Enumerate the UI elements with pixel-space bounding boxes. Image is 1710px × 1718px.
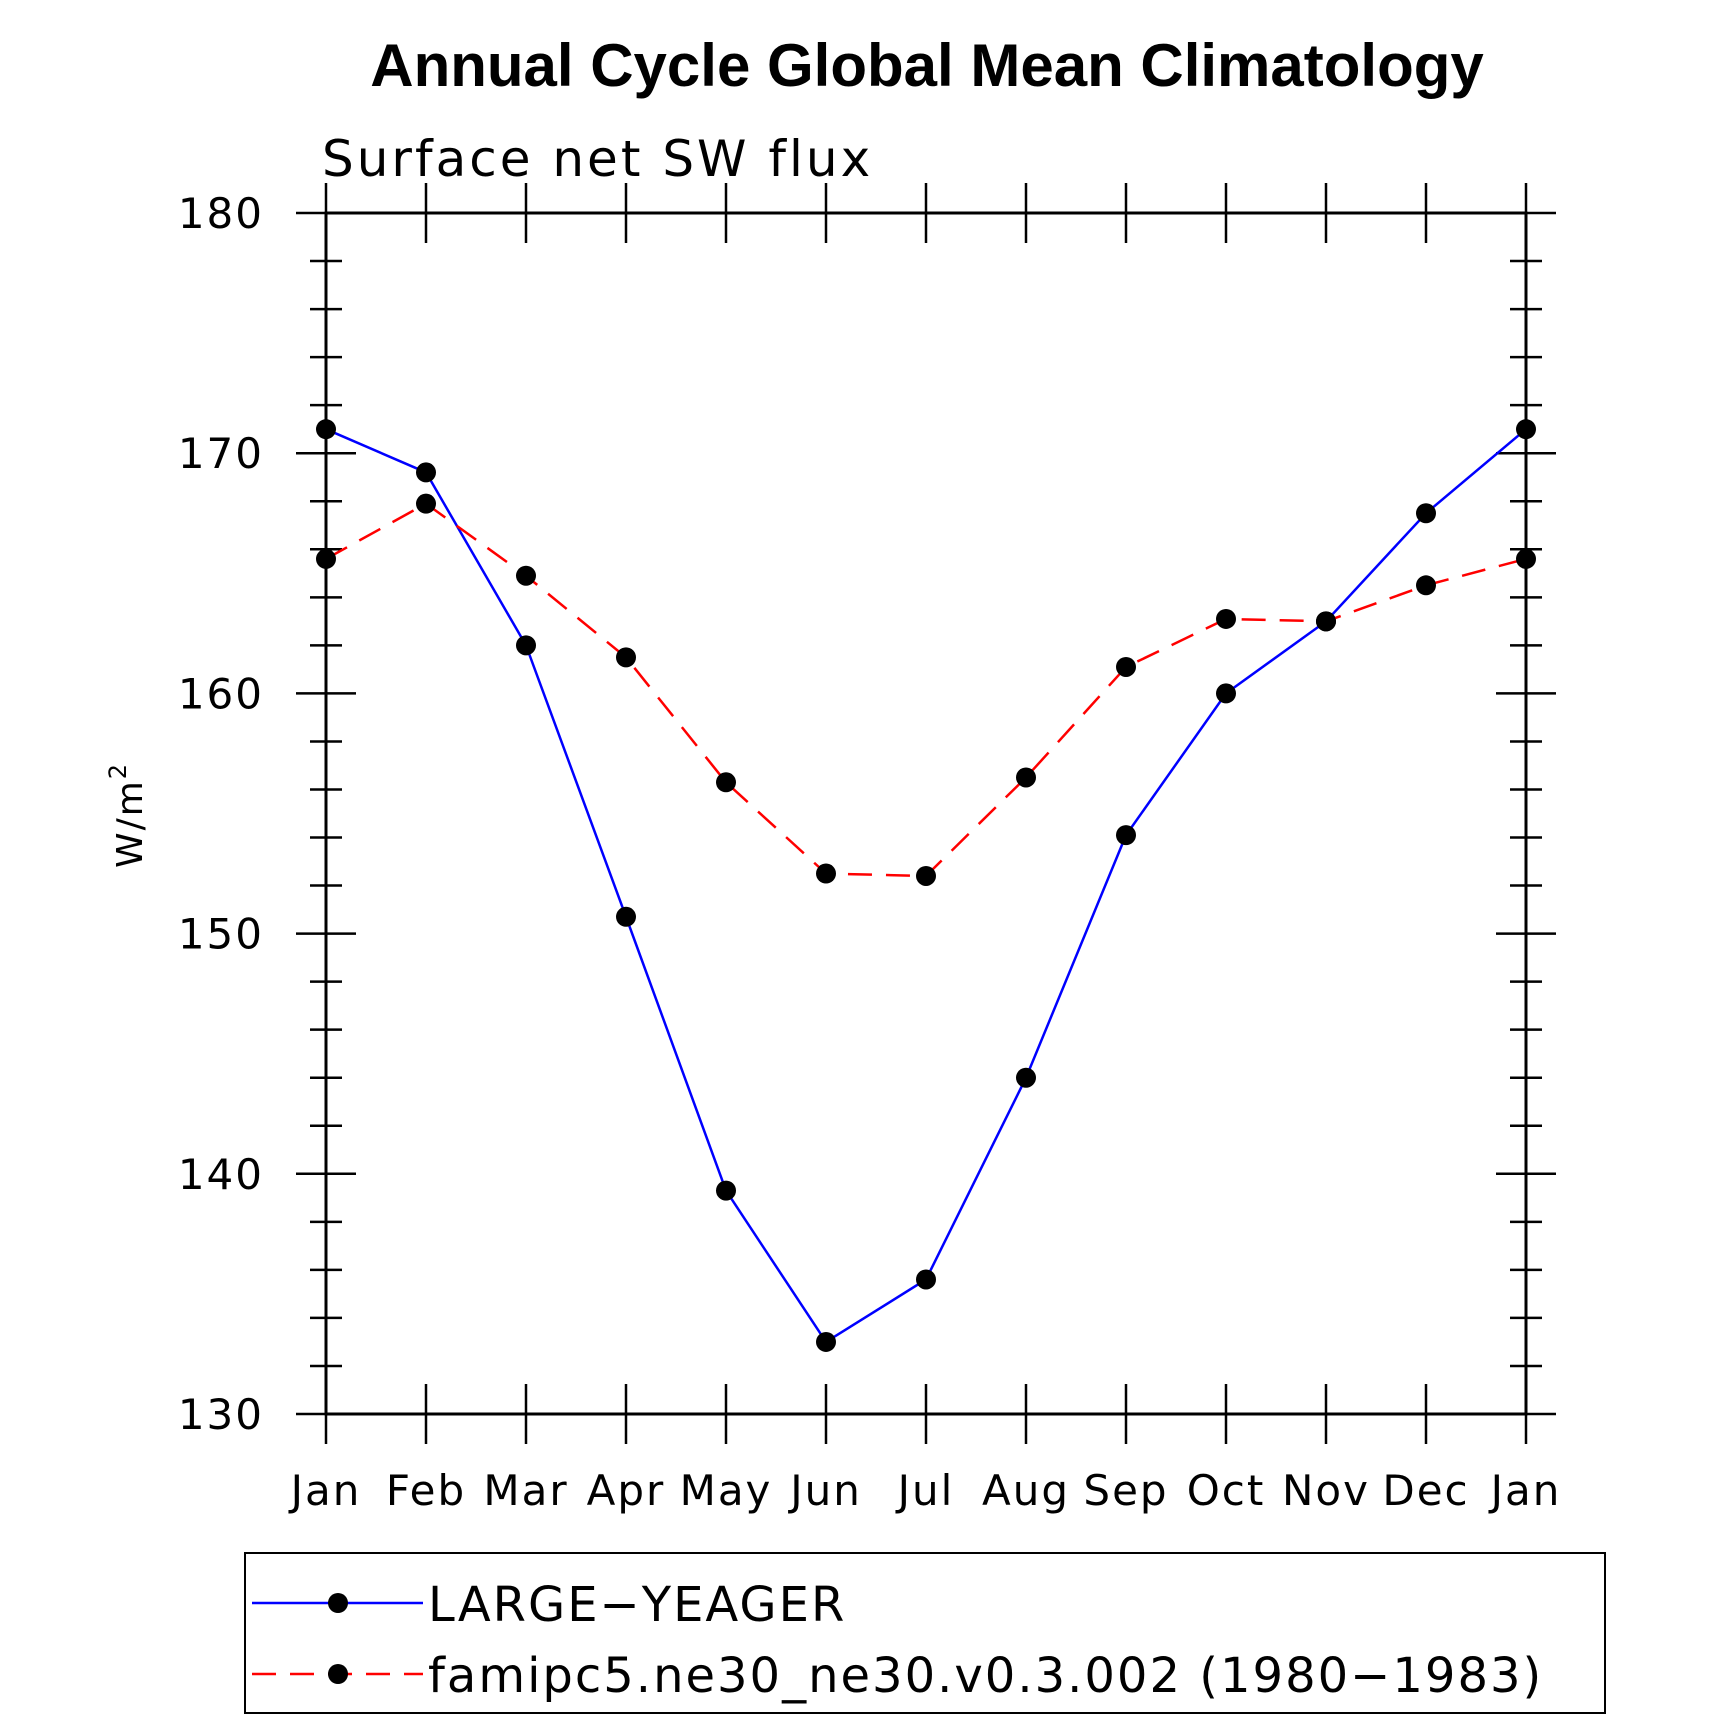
y-tick-label: 180 <box>178 189 264 238</box>
x-tick-label: Oct <box>1187 1466 1266 1515</box>
data-point <box>1116 825 1136 846</box>
x-tick-label: Sep <box>1083 1466 1168 1515</box>
data-point <box>1516 548 1536 569</box>
y-tick-label: 130 <box>178 1390 264 1439</box>
data-point <box>916 865 936 886</box>
data-point <box>1016 1067 1036 1088</box>
series-layer <box>316 419 1536 1352</box>
x-tick-label: May <box>680 1466 773 1515</box>
data-point <box>1016 767 1036 788</box>
data-point <box>1216 608 1236 629</box>
y-tick-labels: 130 140 150 160 170 180 <box>178 189 264 1439</box>
data-point <box>1416 575 1436 596</box>
data-point <box>816 1331 836 1352</box>
data-point <box>1316 611 1336 632</box>
y-tick-label: 170 <box>178 429 264 478</box>
y-tick-label: 160 <box>178 669 264 718</box>
legend-box <box>244 1552 1606 1714</box>
x-tick-label: Jul <box>895 1466 955 1515</box>
data-point <box>816 863 836 884</box>
data-point <box>316 419 336 440</box>
legend-label: famipc5.ne30_ne30.v0.3.002 (1980−1983) <box>428 1648 1543 1704</box>
axis-ticks <box>296 183 1556 1444</box>
x-tick-labels: Jan Feb Mar Apr May Jun Jul Aug Sep Oct Nov Dec Jan <box>288 1466 1562 1515</box>
data-point <box>716 1180 736 1201</box>
legend-label: LARGE−YEAGER <box>428 1577 846 1633</box>
plot-frame <box>324 211 1528 1416</box>
x-tick-label: Feb <box>386 1466 466 1515</box>
y-axis-label-text: W/m <box>110 779 151 868</box>
x-tick-label: Dec <box>1382 1466 1469 1515</box>
x-tick-label: Aug <box>982 1466 1070 1515</box>
data-point <box>716 772 736 793</box>
x-tick-label: Jan <box>288 1466 362 1515</box>
data-point <box>916 1269 936 1290</box>
data-point <box>516 565 536 586</box>
data-point <box>1516 419 1536 440</box>
y-axis-label: W/m2 <box>104 762 151 868</box>
legend-entry: famipc5.ne30_ne30.v0.3.002 (1980−1983) <box>252 1648 1543 1704</box>
x-tick-label: Jan <box>1488 1466 1562 1515</box>
x-tick-label: Mar <box>483 1466 568 1515</box>
legend-swatch-marker <box>328 1593 348 1613</box>
legend: LARGE−YEAGER famipc5.ne30_ne30.v0.3.002 (… <box>244 1552 1606 1714</box>
data-point <box>1116 656 1136 677</box>
data-point <box>1216 683 1236 704</box>
data-point <box>316 548 336 569</box>
data-point <box>616 906 636 927</box>
series-1 <box>316 493 1536 886</box>
y-axis-label-superscript: 2 <box>104 762 132 779</box>
x-tick-label: Nov <box>1282 1466 1370 1515</box>
legend-swatch-marker <box>328 1664 348 1684</box>
data-point <box>416 493 436 514</box>
data-point <box>516 635 536 656</box>
x-tick-label: Apr <box>587 1466 666 1515</box>
data-point <box>416 462 436 483</box>
x-tick-label: Jun <box>787 1466 862 1515</box>
series-line <box>325 502 1527 878</box>
y-tick-label: 140 <box>178 1150 264 1199</box>
chart-title: Annual Cycle Global Mean Climatology <box>370 32 1484 99</box>
legend-entry: LARGE−YEAGER <box>252 1577 846 1633</box>
data-point <box>616 647 636 668</box>
y-tick-label: 150 <box>178 910 264 959</box>
data-point <box>1416 503 1436 524</box>
chart-subtitle: Surface net SW flux <box>322 130 873 188</box>
